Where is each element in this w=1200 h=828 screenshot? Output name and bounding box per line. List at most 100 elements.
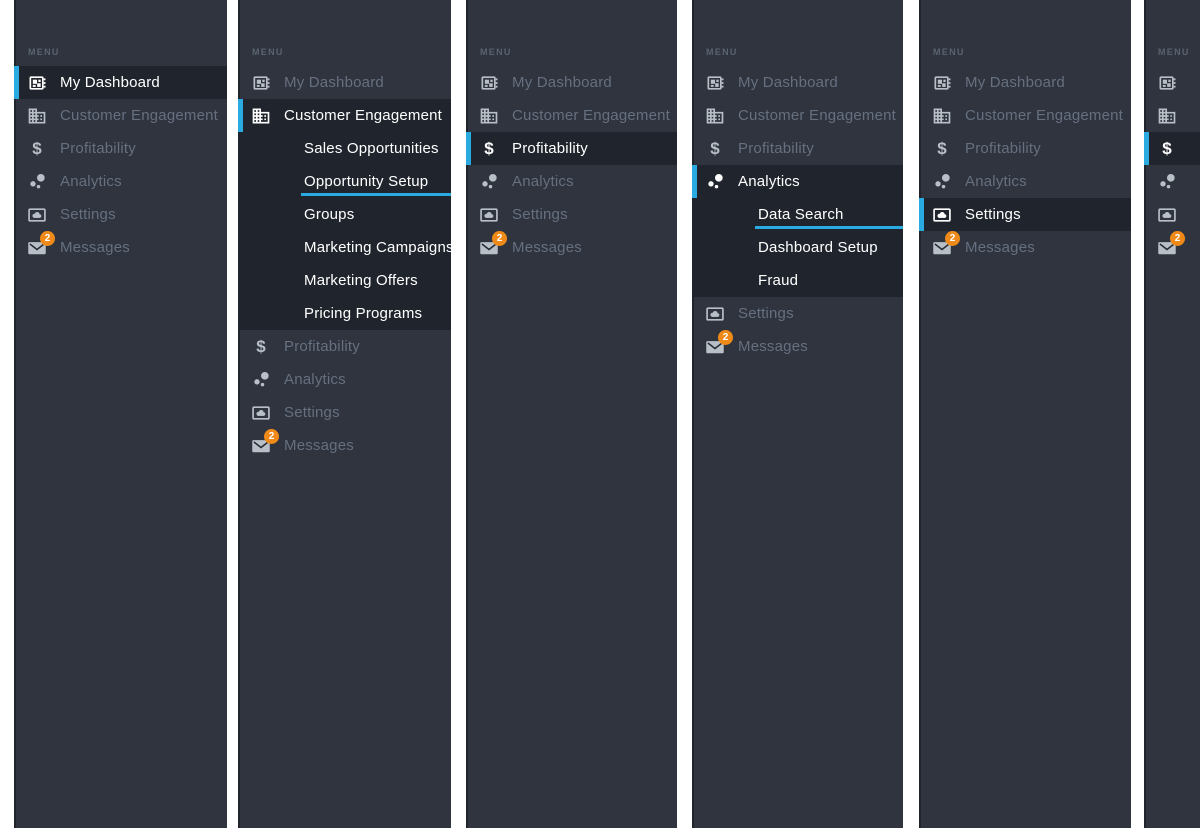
nav-item-settings[interactable]: Settings: [692, 297, 903, 330]
subnav-item-label: Sales Opportunities: [304, 140, 439, 157]
nav-item-label: Profitability: [60, 140, 136, 157]
panel-header: MENU: [692, 0, 903, 66]
nav-item-analytics[interactable]: Analytics: [238, 363, 451, 396]
subnav-item-data-search[interactable]: Data Search: [692, 198, 903, 231]
nav-item-messages[interactable]: 2 Messages: [238, 428, 451, 462]
nav-item-analytics[interactable]: Analytics: [14, 165, 227, 198]
subnav-item-fraud[interactable]: Fraud: [692, 264, 903, 297]
panel-header: MENU: [466, 0, 677, 66]
nav-item-label: My Dashboard: [512, 74, 612, 91]
nav-item-my-dashboard[interactable]: My Dashboard: [466, 66, 677, 99]
nav-item-customer-engagement[interactable]: Customer Engagement: [14, 99, 227, 132]
nav-item-messages[interactable]: 2 Messages: [692, 329, 903, 363]
nav-item-label: Settings: [60, 206, 116, 223]
dashboard-icon: [1157, 73, 1177, 93]
subnav-item-opportunity-setup[interactable]: Opportunity Setup: [238, 165, 451, 198]
nav-item-settings[interactable]: Settings: [14, 198, 227, 231]
nav-item-profitability[interactable]: $ Profitability: [1144, 132, 1200, 165]
nav-item-profitability[interactable]: $ Profitability: [466, 132, 677, 165]
daydream-icon: [1157, 205, 1177, 225]
nav-item-my-dashboard[interactable]: My Dashboard: [1144, 66, 1200, 99]
bubble-chart-icon: [1157, 172, 1177, 192]
nav-item-customer-engagement[interactable]: Customer Engagement: [919, 99, 1131, 132]
nav-item-customer-engagement[interactable]: Customer Engagement: [238, 99, 451, 132]
subnav-item-dashboard-setup[interactable]: Dashboard Setup: [692, 231, 903, 264]
nav-item-label: Messages: [965, 239, 1035, 256]
nav-item-settings[interactable]: Settings: [238, 396, 451, 429]
daydream-icon: [27, 205, 47, 225]
nav-item-messages[interactable]: 2 Messages: [466, 230, 677, 264]
nav-item-settings[interactable]: Settings: [466, 198, 677, 231]
nav-item-customer-engagement[interactable]: Customer Engagement: [466, 99, 677, 132]
nav-item-label: Customer Engagement: [284, 107, 443, 124]
bubble-chart-icon: [932, 172, 952, 192]
daydream-icon: [251, 403, 271, 423]
mail-icon: 2: [1157, 230, 1185, 258]
daydream-icon: [932, 205, 952, 225]
nav-item-profitability[interactable]: $ Profitability: [692, 132, 903, 165]
subnav-item-marketing-offers[interactable]: Marketing Offers: [238, 264, 451, 297]
unread-count-badge: 2: [945, 230, 960, 246]
nav-item-label: Customer Engagement: [60, 107, 219, 124]
sidebar-panel-customer-engagement-expanded: MENU My Dashboard Customer Engagement Sa…: [238, 0, 451, 828]
subnav-item-label: Groups: [304, 206, 355, 223]
building-icon: [1157, 106, 1177, 126]
sidebar-panel-collapsed-profitability-active: MENU My Dashboard Customer Engagement $ …: [1144, 0, 1200, 828]
subnav-item-label: Marketing Campaigns: [304, 239, 451, 256]
unread-count-badge: 2: [492, 230, 507, 246]
nav-item-label: Messages: [738, 338, 808, 355]
subnav-item-label: Marketing Offers: [304, 272, 418, 289]
nav-item-analytics[interactable]: Analytics: [919, 165, 1131, 198]
dashboard-icon: [705, 73, 725, 93]
nav-item-profitability[interactable]: $ Profitability: [238, 330, 451, 363]
nav-item-analytics[interactable]: Analytics: [1144, 165, 1200, 198]
building-icon: [27, 106, 47, 126]
panel-header: MENU: [1144, 0, 1200, 66]
unread-count-badge: 2: [718, 329, 733, 345]
nav-item-messages[interactable]: 2 Messages: [1144, 230, 1200, 264]
dollar-icon: $: [937, 139, 947, 158]
nav-item-label: Profitability: [965, 140, 1041, 157]
nav-item-messages[interactable]: 2 Messages: [919, 230, 1131, 264]
dashboard-icon: [251, 73, 271, 93]
nav-item-label: Settings: [965, 206, 1021, 223]
building-icon: [479, 106, 499, 126]
nav-item-label: Customer Engagement: [965, 107, 1124, 124]
nav-item-settings[interactable]: Settings: [1144, 198, 1200, 231]
bubble-chart-icon: [705, 172, 725, 192]
building-icon: [932, 106, 952, 126]
menu-heading: MENU: [933, 47, 965, 57]
nav-item-my-dashboard[interactable]: My Dashboard: [14, 66, 227, 99]
sidebar-panel-settings-active: MENU My Dashboard Customer Engagement $ …: [919, 0, 1131, 828]
nav-item-analytics[interactable]: Analytics: [692, 165, 903, 198]
nav-item-analytics[interactable]: Analytics: [466, 165, 677, 198]
subnav-item-sales-opportunities[interactable]: Sales Opportunities: [238, 132, 451, 165]
subnav-item-label: Pricing Programs: [304, 305, 423, 322]
dollar-icon: $: [1162, 139, 1172, 158]
nav-item-customer-engagement[interactable]: Customer Engagement: [692, 99, 903, 132]
nav-item-my-dashboard[interactable]: My Dashboard: [238, 66, 451, 99]
nav-item-label: Messages: [512, 239, 582, 256]
sidebar-panel-dashboard-active: MENU My Dashboard Customer Engagement $ …: [14, 0, 227, 828]
nav-item-label: Analytics: [738, 173, 800, 190]
subnav-item-pricing-programs[interactable]: Pricing Programs: [238, 297, 451, 330]
nav-item-my-dashboard[interactable]: My Dashboard: [919, 66, 1131, 99]
dashboard-icon: [932, 73, 952, 93]
nav-item-customer-engagement[interactable]: Customer Engagement: [1144, 99, 1200, 132]
nav-item-profitability[interactable]: $ Profitability: [14, 132, 227, 165]
mail-icon: 2: [705, 329, 733, 357]
nav-item-messages[interactable]: 2 Messages: [14, 230, 227, 264]
unread-count-badge: 2: [40, 230, 55, 246]
building-icon: [251, 106, 271, 126]
subnav-item-groups[interactable]: Groups: [238, 198, 451, 231]
nav-item-settings[interactable]: Settings: [919, 198, 1131, 231]
dollar-icon: $: [710, 139, 720, 158]
nav-item-label: My Dashboard: [60, 74, 160, 91]
subnav-item-marketing-campaigns[interactable]: Marketing Campaigns: [238, 231, 451, 264]
nav-item-profitability[interactable]: $ Profitability: [919, 132, 1131, 165]
menu-heading: MENU: [706, 47, 738, 57]
nav-item-label: Messages: [284, 437, 354, 454]
nav-item-label: Analytics: [512, 173, 574, 190]
nav-item-my-dashboard[interactable]: My Dashboard: [692, 66, 903, 99]
